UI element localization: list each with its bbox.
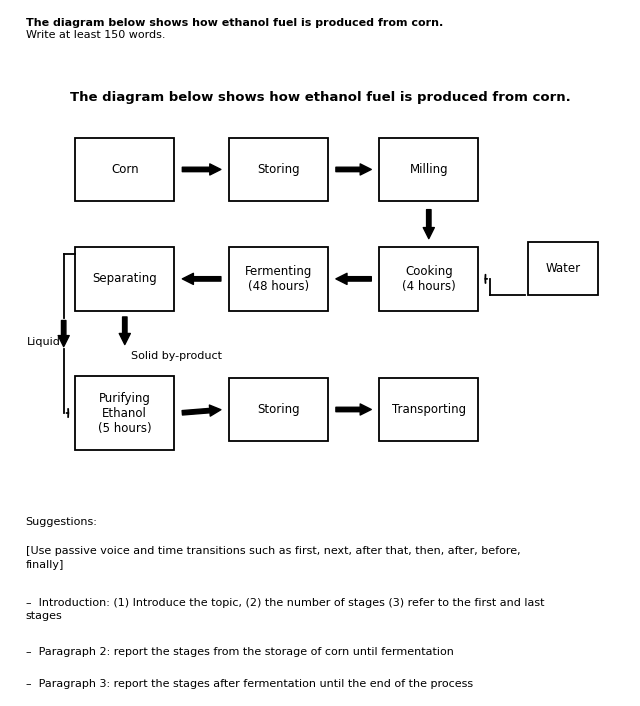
Text: Fermenting
(48 hours): Fermenting (48 hours) [244,265,312,293]
Text: Purifying
Ethanol
(5 hours): Purifying Ethanol (5 hours) [98,392,152,434]
Bar [380,138,479,201]
Bar [76,138,175,201]
Text: Storing: Storing [257,403,300,416]
Bar [528,241,598,295]
Text: –  Introduction: (1) Introduce the topic, (2) the number of stages (3) refer to : – Introduction: (1) Introduce the topic,… [26,598,544,621]
Text: Solid by-product: Solid by-product [131,351,222,361]
Text: Separating: Separating [92,273,157,285]
Text: –  Paragraph 2: report the stages from the storage of corn until fermentation: – Paragraph 2: report the stages from th… [26,647,454,657]
Text: Suggestions:: Suggestions: [26,517,97,527]
Text: Storing: Storing [257,163,300,176]
Text: [Use passive voice and time transitions such as first, next, after that, then, a: [Use passive voice and time transitions … [26,546,520,570]
Text: The diagram below shows how ethanol fuel is produced from corn.: The diagram below shows how ethanol fuel… [26,18,443,28]
Text: Cooking
(4 hours): Cooking (4 hours) [402,265,456,293]
Text: Corn: Corn [111,163,139,176]
Text: –  Paragraph 3: report the stages after fermentation until the end of the proces: – Paragraph 3: report the stages after f… [26,679,473,689]
Text: Water: Water [546,262,580,275]
Bar [229,138,328,201]
Bar [380,378,479,441]
Text: The diagram below shows how ethanol fuel is produced from corn.: The diagram below shows how ethanol fuel… [70,91,570,104]
Text: Write at least 150 words.: Write at least 150 words. [26,30,165,40]
Text: Transporting: Transporting [392,403,466,416]
Text: Milling: Milling [410,163,448,176]
Text: Liquid: Liquid [27,337,61,347]
Bar [380,247,479,311]
Bar [76,247,175,311]
Bar [229,247,328,311]
Bar [76,376,175,450]
Bar [229,378,328,441]
